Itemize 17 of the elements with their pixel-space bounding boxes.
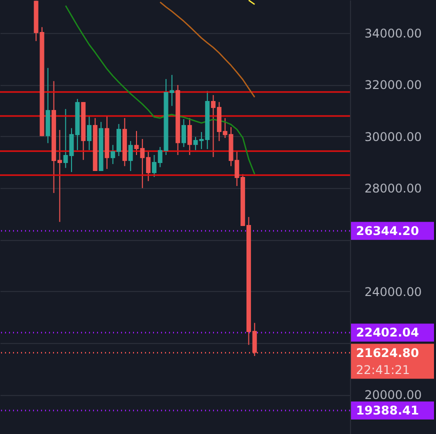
y-tick-label: 20000.00 [364, 388, 422, 402]
ref-line-label: 19388.41 [356, 404, 420, 418]
y-tick-label: 28000.00 [364, 182, 422, 196]
ref-line-label: 22402.04 [356, 326, 420, 340]
candlestick [128, 140, 133, 172]
y-tick-label: 32000.00 [364, 78, 422, 92]
line-series [159, 1, 256, 98]
y-tick-label: 30000.00 [364, 130, 422, 144]
y-tick-label: 34000.00 [364, 26, 422, 41]
text: 22:41:21 [356, 362, 410, 377]
candlestick [181, 118, 186, 148]
ref-line-label: 21624.80 [356, 346, 420, 360]
ref-line-label: 26344.20 [356, 224, 420, 238]
line-series [64, 5, 256, 175]
y-tick-label: 24000.00 [364, 284, 422, 299]
candlestick [187, 118, 192, 156]
candlestick [86, 115, 92, 151]
